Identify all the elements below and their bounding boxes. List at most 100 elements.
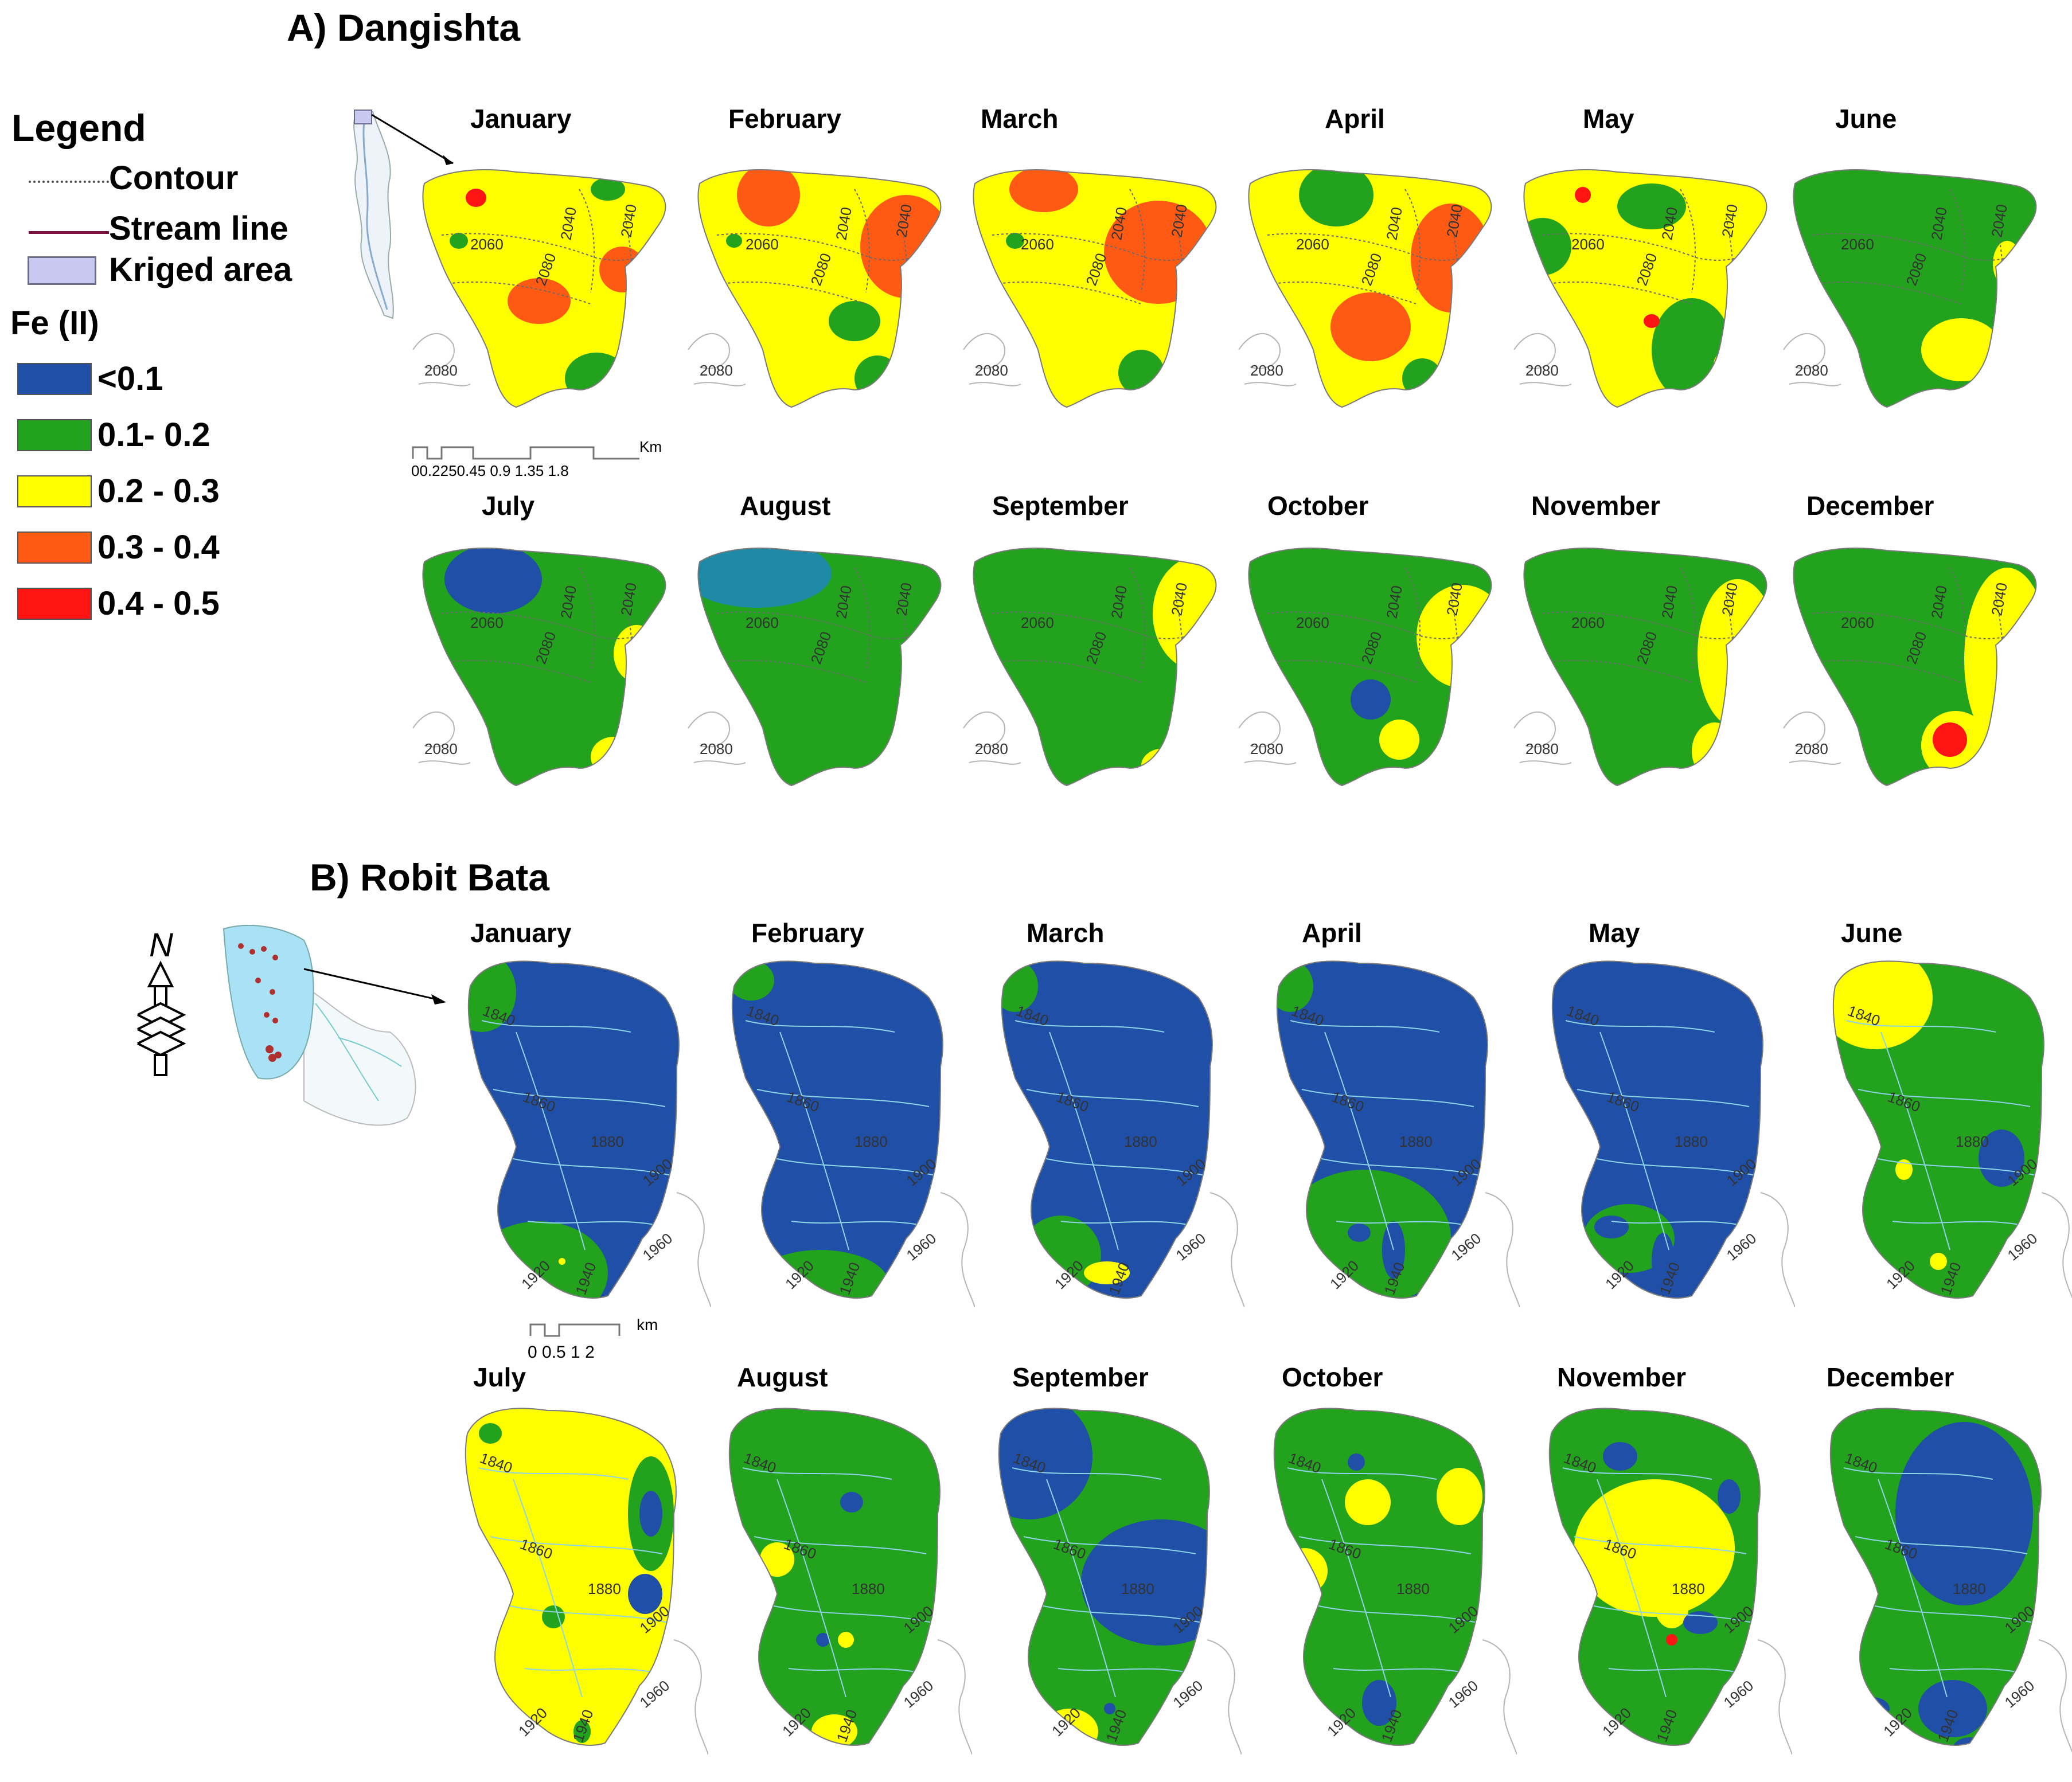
- contour-line: [854, 189, 870, 293]
- dangishta-scale-bar: Km 00.2250.45 0.9 1.35 1.8: [410, 438, 662, 486]
- robit-scale-unit: km: [637, 1319, 658, 1334]
- fe-concentration-zone: [606, 752, 615, 761]
- month-label-january: January: [470, 104, 572, 134]
- legend-swatch-2: [17, 475, 92, 507]
- fe-concentration-zone: [1979, 1130, 2024, 1187]
- contour-label: 2060: [1571, 236, 1605, 253]
- contour-line: [579, 189, 595, 293]
- dangishta-locator-map: [353, 110, 454, 319]
- stream-line: [1336, 1221, 1474, 1228]
- fe-concentration-zone: [1348, 1224, 1371, 1242]
- stream-line: [516, 1031, 586, 1250]
- stream-line: [756, 1089, 930, 1107]
- stream-line: [527, 1221, 666, 1228]
- contour-label: Contour: [109, 159, 239, 197]
- kriged-area-boundary: [422, 169, 666, 408]
- kriged-area-boundary: [1523, 548, 1767, 787]
- month-label-march: March: [981, 104, 1059, 134]
- fe-concentration-zone: [1141, 748, 1187, 783]
- fe-concentration-zone: [1524, 218, 1571, 275]
- contour-line: [1949, 189, 1965, 293]
- context-contour: [1513, 712, 1572, 765]
- context-contour: [937, 1639, 972, 1755]
- stream-line: [1026, 1089, 1199, 1107]
- month-label-august: August: [737, 1362, 828, 1392]
- month-label-september: September: [992, 491, 1129, 521]
- kriged-area-boundary: [973, 548, 1217, 787]
- fe-concentration-zone: [1362, 1680, 1396, 1726]
- kriged-area-boundary: [1001, 960, 1213, 1299]
- stream-line: [1597, 1479, 1667, 1698]
- contour-label: 2060: [746, 236, 779, 253]
- stream-line: [1574, 1536, 1747, 1554]
- context-contour: [963, 712, 1021, 765]
- stream-line: [1298, 1536, 1472, 1554]
- fe-concentration-zone: [1936, 1456, 2027, 1548]
- stream-line: [478, 1467, 629, 1480]
- contour-label: 1880: [588, 1580, 621, 1597]
- stream-line-symbol: [29, 231, 109, 234]
- fe-concentration-zone: [450, 233, 468, 249]
- stream-line: [1843, 1467, 1993, 1480]
- fe-concentration-zone: [1299, 170, 1373, 226]
- contour-label: 2080: [1795, 362, 1828, 379]
- north-label: N: [149, 929, 173, 964]
- contour-label: 1880: [852, 1580, 885, 1597]
- kriged-area-boundary: [728, 1408, 941, 1746]
- contour-label: 2060: [1841, 614, 1874, 631]
- contour-label: 2080: [1250, 740, 1283, 757]
- stream-line: [1599, 1031, 1669, 1250]
- month-label-december: December: [1806, 491, 1934, 521]
- stream-line: [493, 1089, 666, 1107]
- month-label-december: December: [1827, 1362, 1954, 1392]
- contour-line: [1680, 189, 1696, 293]
- fe-concentration-zone: [559, 1258, 565, 1265]
- fe-concentration-zone: [1652, 298, 1732, 401]
- context-contour: [1760, 1192, 1795, 1308]
- context-contour: [940, 1192, 975, 1308]
- fe-concentration-zone: [479, 1423, 502, 1444]
- fe-concentration-zone: [1181, 641, 1193, 655]
- contour-line: [1404, 567, 1421, 671]
- context-contour: [1783, 712, 1841, 765]
- fe-concentration-zone: [1936, 729, 1952, 745]
- stream-line: [1318, 1158, 1480, 1176]
- fe-concentration-zone: [573, 1720, 591, 1743]
- contour-line: [1129, 189, 1145, 293]
- legend-swatch-0: [17, 363, 92, 395]
- contour-label: 2080: [1525, 740, 1559, 757]
- legend-class-label: 0.2 - 0.3: [97, 472, 220, 510]
- kriged-area-boundary: [1548, 1408, 1761, 1746]
- month-label-march: March: [1027, 918, 1105, 948]
- kriged-area-boundary: [1793, 169, 2037, 408]
- stream-line: [1316, 1605, 1477, 1623]
- contour-label: 1880: [1396, 1580, 1430, 1597]
- fe-concentration-zone: [608, 370, 631, 398]
- stream-line: [776, 1479, 846, 1698]
- fe-concentration-zone: [903, 654, 920, 711]
- kriged-area-boundary: [697, 548, 942, 787]
- stream-line: [771, 1605, 932, 1623]
- fe-concentration-zone: [444, 548, 542, 613]
- fe-concentration-zone: [1153, 556, 1216, 671]
- contour-label: 2080: [1525, 362, 1559, 379]
- month-label-september: September: [1012, 1362, 1149, 1392]
- stream-line: [1611, 1221, 1750, 1228]
- context-contour: [1209, 1192, 1244, 1308]
- kriged-area-boundary: [998, 1408, 1210, 1746]
- stream-line: [481, 1020, 631, 1033]
- contour-label: 1880: [1675, 1133, 1708, 1150]
- contour-label: 2060: [1296, 236, 1329, 253]
- contour-label: 2060: [1021, 614, 1054, 631]
- stream-line: [1324, 1031, 1394, 1250]
- stream-line: [1023, 1536, 1196, 1554]
- stream-line: [490, 1536, 663, 1554]
- contour-label: 2060: [1571, 614, 1605, 631]
- kriged-area-boundary: [1551, 960, 1763, 1299]
